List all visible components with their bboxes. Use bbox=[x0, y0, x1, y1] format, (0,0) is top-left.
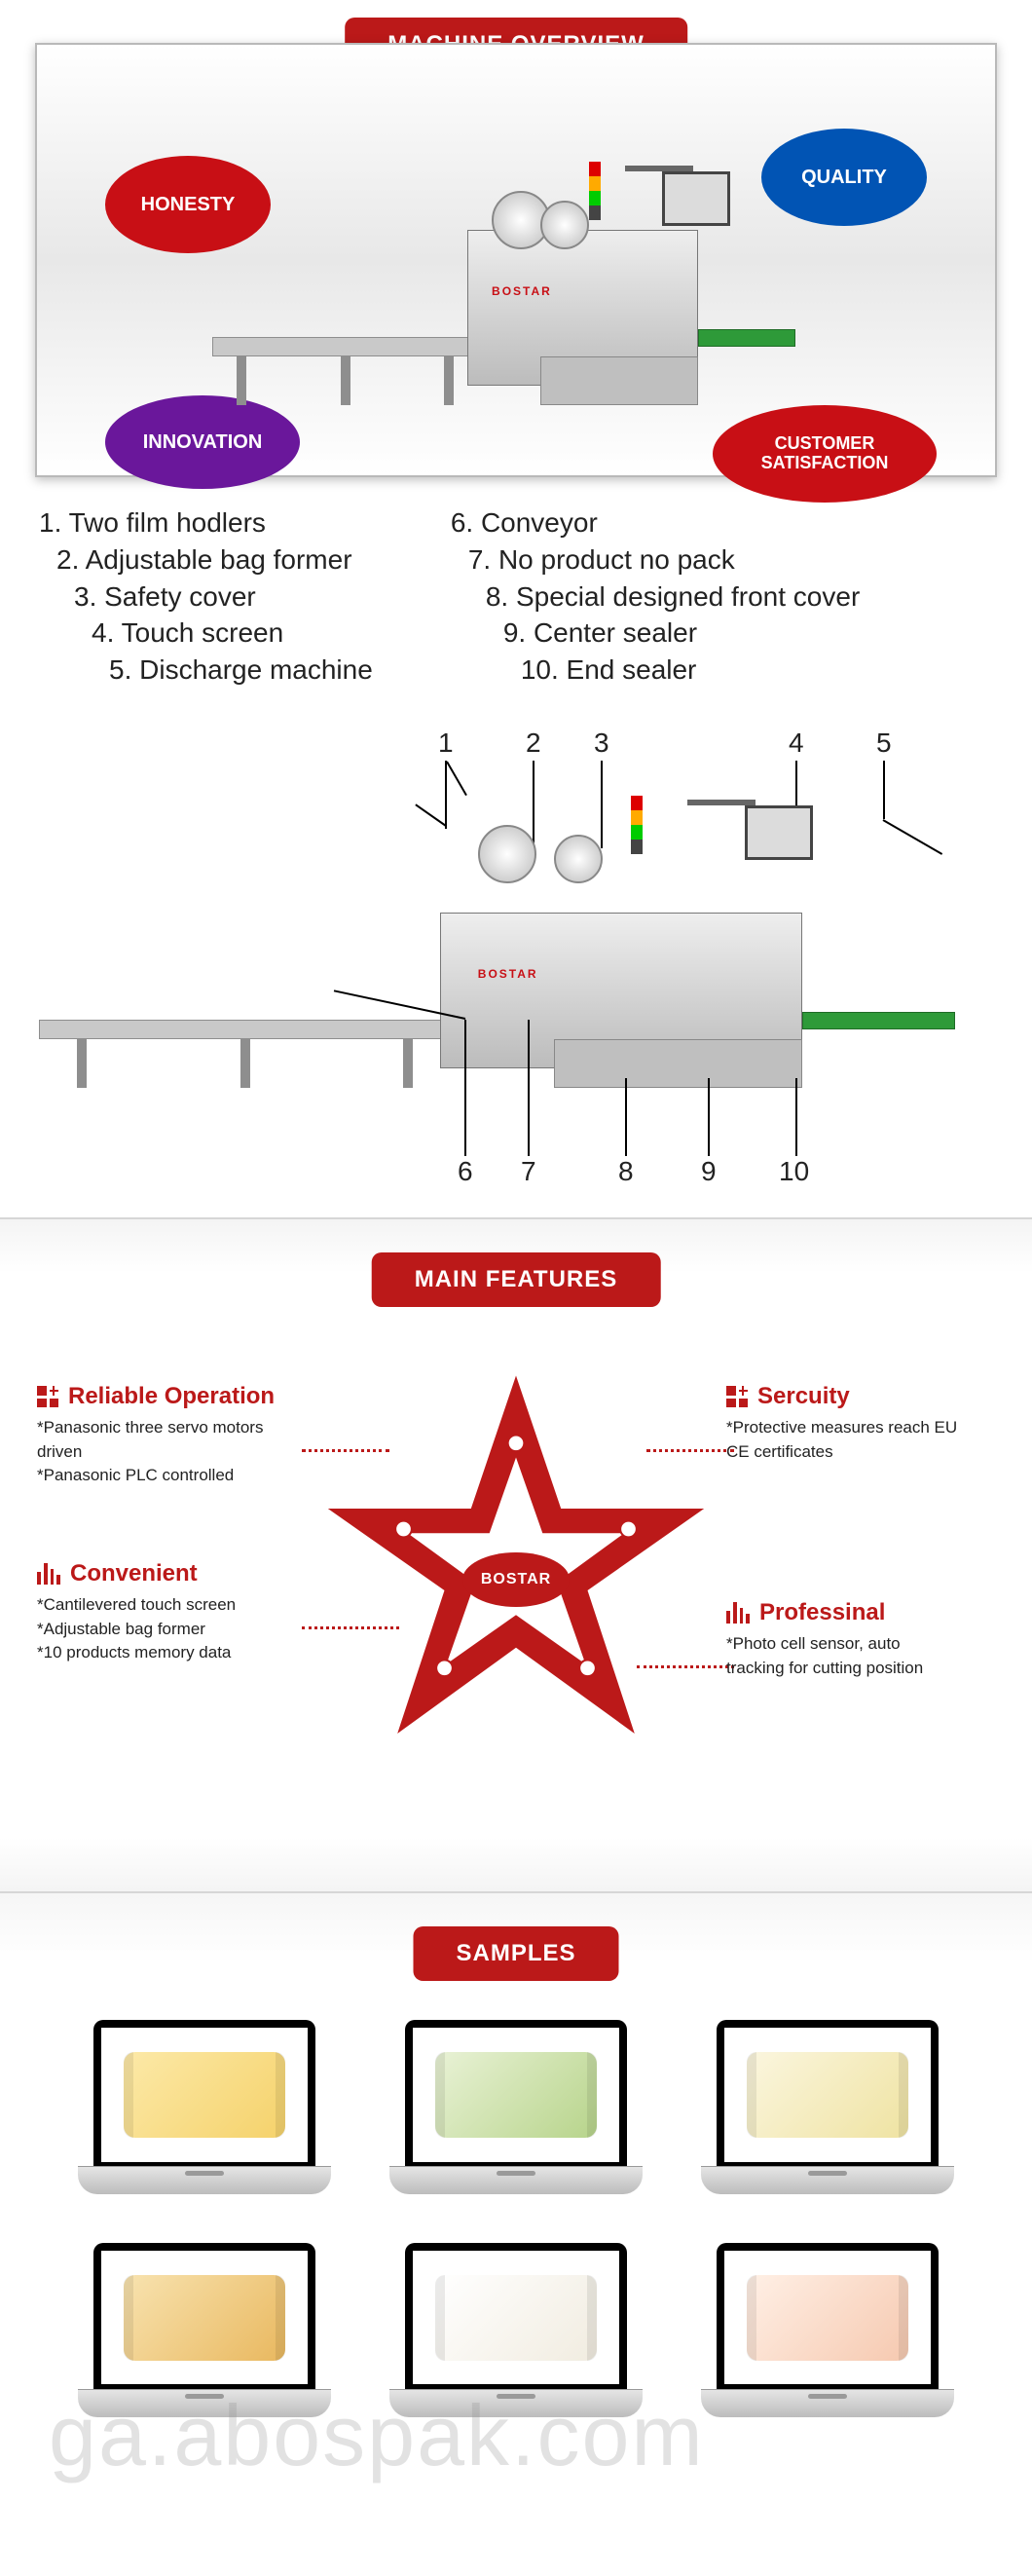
part-item: 5. Discharge machine bbox=[39, 652, 373, 689]
feature-title: Convenient bbox=[70, 1560, 198, 1587]
grid-plus-icon bbox=[37, 1386, 58, 1407]
feature-professional: Professinal *Photo cell sensor, auto tra… bbox=[726, 1599, 999, 1680]
overview-section: MACHINE OVERVIEW HONESTY QUALITY INNOVAT… bbox=[0, 0, 1032, 477]
overview-panel: HONESTY QUALITY INNOVATION CUSTOMERSATIS… bbox=[35, 43, 997, 477]
part-item: 4. Touch screen bbox=[39, 615, 373, 652]
parts-diagram: 1 2 3 4 5 BOSTAR 6 7 8 9 bbox=[39, 728, 993, 1195]
grid-plus-icon bbox=[726, 1386, 748, 1407]
feature-line: *Photo cell sensor, auto bbox=[726, 1632, 999, 1657]
features-section: MAIN FEATURES BOSTAR Reliable Operation … bbox=[0, 1217, 1032, 1893]
pointer-number: 4 bbox=[789, 728, 804, 759]
sample-pack bbox=[124, 2275, 285, 2361]
part-item: 6. Conveyor bbox=[451, 504, 860, 541]
feature-title: Sercuity bbox=[757, 1383, 850, 1410]
sample-pack bbox=[747, 2275, 908, 2361]
pointer-number: 8 bbox=[618, 1156, 634, 1187]
pointer-number: 5 bbox=[876, 728, 892, 759]
feature-line: *Panasonic PLC controlled bbox=[37, 1464, 310, 1488]
part-item: 9. Center sealer bbox=[451, 615, 860, 652]
feature-line: *10 products memory data bbox=[37, 1641, 310, 1665]
sample-laptop bbox=[78, 2020, 331, 2194]
pointer-number: 9 bbox=[701, 1156, 717, 1187]
tag-innovation: INNOVATION bbox=[105, 395, 300, 489]
bars-icon bbox=[726, 1602, 750, 1624]
pointer-number: 7 bbox=[521, 1156, 536, 1187]
sample-pack bbox=[435, 2275, 597, 2361]
feature-line: *Panasonic three servo motors driven bbox=[37, 1416, 310, 1464]
pointer-number: 6 bbox=[458, 1156, 473, 1187]
samples-grid bbox=[0, 2020, 1032, 2417]
machine-brand-label: BOSTAR bbox=[492, 284, 552, 298]
machine-brand-label: BOSTAR bbox=[478, 967, 538, 981]
feature-convenient: Convenient *Cantilevered touch screen *A… bbox=[37, 1560, 310, 1665]
samples-header: SAMPLES bbox=[413, 1926, 618, 1981]
sample-pack bbox=[747, 2052, 908, 2138]
sample-laptop bbox=[701, 2243, 954, 2417]
part-item: 2. Adjustable bag former bbox=[39, 541, 373, 579]
feature-line: *Cantilevered touch screen bbox=[37, 1593, 310, 1618]
parts-section: 1. Two film hodlers 2. Adjustable bag fo… bbox=[0, 477, 1032, 1217]
pointer-number: 3 bbox=[594, 728, 609, 759]
feature-line: CE certificates bbox=[726, 1440, 999, 1465]
bars-icon bbox=[37, 1563, 60, 1585]
star-brand-badge: BOSTAR bbox=[462, 1552, 570, 1607]
feature-line: *Protective measures reach EU bbox=[726, 1416, 999, 1440]
features-header: MAIN FEATURES bbox=[372, 1252, 661, 1307]
pointer-number: 10 bbox=[779, 1156, 809, 1187]
pointer-number: 1 bbox=[438, 728, 454, 759]
part-item: 8. Special designed front cover bbox=[451, 579, 860, 616]
watermark-text: ga.abospak.com bbox=[49, 2386, 705, 2485]
sample-pack bbox=[435, 2052, 597, 2138]
part-item: 7. No product no pack bbox=[451, 541, 860, 579]
feature-title: Professinal bbox=[759, 1599, 885, 1626]
part-item: 1. Two film hodlers bbox=[39, 504, 373, 541]
machine-illustration: BOSTAR bbox=[212, 162, 820, 405]
samples-section: SAMPLES ga.abospak.com bbox=[0, 1893, 1032, 2476]
sample-laptop bbox=[701, 2020, 954, 2194]
sample-pack bbox=[124, 2052, 285, 2138]
feature-line: tracking for cutting position bbox=[726, 1657, 999, 1681]
sample-laptop bbox=[389, 2020, 643, 2194]
feature-line: *Adjustable bag former bbox=[37, 1618, 310, 1642]
feature-reliable-operation: Reliable Operation *Panasonic three serv… bbox=[37, 1383, 310, 1488]
feature-title: Reliable Operation bbox=[68, 1383, 275, 1410]
parts-list-right: 6. Conveyor 7. No product no pack 8. Spe… bbox=[451, 504, 860, 689]
pointer-number: 2 bbox=[526, 728, 541, 759]
part-item: 10. End sealer bbox=[451, 652, 860, 689]
feature-security: Sercuity *Protective measures reach EU C… bbox=[726, 1383, 999, 1464]
part-item: 3. Safety cover bbox=[39, 579, 373, 616]
parts-list-left: 1. Two film hodlers 2. Adjustable bag fo… bbox=[39, 504, 373, 689]
